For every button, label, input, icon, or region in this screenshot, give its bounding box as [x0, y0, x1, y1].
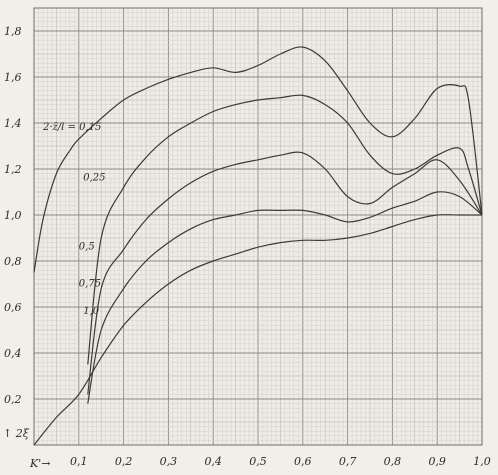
curve-labels: 2·z̄/l = 0,15 0,25 0,5 0,75 1,0	[42, 122, 106, 317]
x-tick-label: 0,9	[428, 455, 446, 468]
series-label-3: 0,5	[79, 242, 95, 253]
x-tick-label: 0,7	[339, 455, 357, 468]
series-label-4: 0,75	[79, 278, 101, 289]
grid	[33, 7, 483, 446]
y-tick-label: 0,2	[4, 393, 22, 406]
x-tick-label: 0,3	[160, 455, 178, 468]
series-line-3	[87, 151, 483, 395]
x-tick-label: 0,2	[115, 455, 133, 468]
series-label-1: 2·z̄/l = 0,15	[42, 122, 101, 133]
x-tick-label: 0,8	[384, 455, 402, 468]
x-tick-label: 0,5	[249, 455, 267, 468]
y-tick-label: 0,8	[4, 255, 22, 268]
curves	[33, 46, 483, 446]
y-tick-label: 1,2	[4, 163, 22, 176]
x-axis-label: K'→	[29, 457, 50, 470]
y-tick-labels: 0,2 0,4 0,6 0,8 1,0 1,2 1,4 1,6 1,8	[4, 25, 22, 406]
x-tick-label: 0,6	[294, 455, 312, 468]
x-tick-label: 0,4	[204, 455, 222, 468]
y-tick-label: 1,0	[4, 209, 22, 222]
series-line-5	[33, 214, 482, 446]
y-tick-label: 1,4	[4, 117, 22, 130]
x-tick-label: 1,0	[473, 455, 491, 468]
series-label-2: 0,25	[83, 173, 105, 184]
y-tick-label: 0,4	[4, 347, 22, 360]
y-tick-label: 1,6	[4, 71, 22, 84]
series-label-5: 1,0	[83, 306, 100, 317]
series-line-1	[33, 46, 483, 273]
x-tick-label: 0,1	[70, 455, 88, 468]
y-tick-label: 0,6	[4, 301, 22, 314]
y-axis-label: ↑ 2ξ	[3, 427, 30, 440]
y-tick-label: 1,8	[4, 25, 22, 38]
series-line-2	[87, 94, 483, 365]
x-tick-labels: 0,1 0,2 0,3 0,4 0,5 0,6 0,7 0,8 0,9 1,0	[70, 455, 491, 468]
plot-border	[33, 7, 483, 446]
series-line-4	[87, 191, 483, 404]
